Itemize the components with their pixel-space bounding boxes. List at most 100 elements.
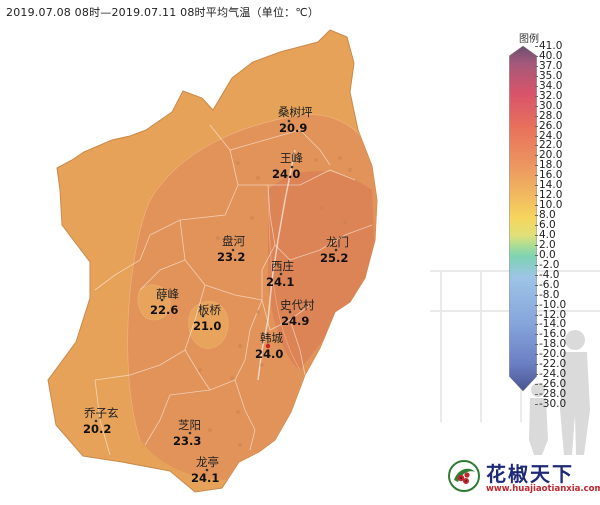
legend-label: 41.0 [539, 40, 563, 52]
legend-label: 0.0 [539, 248, 556, 261]
cool-pocket-banqiao [188, 301, 229, 349]
station-shidaicun: 史代村 24.9 [280, 298, 315, 328]
legend-tick [535, 225, 538, 226]
station-name: 乔子玄 [84, 406, 119, 420]
station-value: 23.3 [173, 434, 201, 448]
legend-tick [535, 244, 538, 246]
legend-label: 14.0 [539, 179, 563, 192]
legend-label: -2.0 [539, 258, 560, 271]
legend-label: -12.0 [539, 308, 567, 321]
legend-tick [535, 234, 538, 236]
station-name: 芝阳 [178, 418, 201, 432]
legend-tick [535, 284, 538, 286]
legend-tick [535, 404, 538, 405]
station-value: 25.2 [320, 251, 348, 265]
rivers [257, 149, 296, 381]
legend-label: 8.0 [539, 209, 556, 222]
legend-label: 22.0 [539, 139, 563, 152]
legend-label: -4.0 [539, 268, 560, 281]
legend-tick [535, 115, 538, 117]
legend-label: -30.0 [539, 398, 567, 410]
legend-label: 40.0 [539, 49, 563, 62]
legend-label: -6.0 [539, 278, 560, 291]
legend-label: -22.0 [539, 358, 567, 371]
legend-tick [535, 314, 538, 316]
sichuan-pepper-logo-icon [448, 460, 480, 492]
station-name: 史代村 [280, 298, 315, 312]
station-xizhuang: 西庄 24.1 [266, 259, 294, 289]
legend-label: 6.0 [539, 219, 556, 231]
legend-tick [535, 175, 538, 177]
legend-tick [535, 95, 538, 97]
cool-pocket-xuefeng [137, 284, 171, 321]
station-hancheng: 韩城 24.0 [255, 331, 283, 361]
legend-label: 4.0 [539, 228, 556, 241]
station-name: 桑树坪 [278, 105, 313, 119]
legend-label: 18.0 [539, 159, 563, 172]
station-name: 王峰 [280, 151, 303, 165]
legend-tick [535, 344, 538, 346]
legend-tick [535, 105, 538, 107]
station-name: 韩城 [260, 331, 283, 345]
legend-tick [535, 65, 538, 67]
legend-label: -10.0 [539, 298, 567, 311]
station-longmen: 龙门 25.2 [320, 235, 349, 265]
station-value: 21.0 [193, 319, 221, 333]
station-name: 龙门 [326, 235, 349, 249]
legend-tick [535, 324, 538, 326]
legend-label: 28.0 [539, 109, 563, 122]
station-value: 24.0 [272, 167, 300, 181]
legend-labels: 41.0 40.0 37.0 35.0 34.0 32.0 30.0 28.0 26.0 24.0… [535, 40, 579, 411]
temperature-map: 桑树坪 20.9 王峰 24.0 盘河 23.2 龙门 25.2 西庄 24.1… [47, 29, 378, 493]
legend-tick [535, 155, 538, 157]
station-longting: 龙亭 24.1 [191, 455, 219, 485]
legend-label: 32.0 [539, 89, 563, 102]
legend-label: 30.0 [539, 99, 563, 112]
legend-label: 26.0 [539, 119, 563, 132]
legend-tick [535, 75, 538, 77]
brand-url[interactable]: www.huajiaotianxia.com [486, 484, 600, 494]
station-zhiyang: 芝阳 23.3 [173, 418, 201, 448]
station-value: 24.1 [191, 471, 219, 485]
station-name: 薛峰 [156, 287, 179, 301]
station-value: 24.0 [255, 347, 283, 361]
station-value: 22.6 [150, 303, 178, 317]
legend-tick [535, 205, 538, 207]
legend-label: -18.0 [539, 338, 567, 351]
legend-label: 37.0 [539, 59, 563, 72]
legend-tick [535, 165, 538, 167]
legend-tick [535, 394, 538, 396]
station-name: 西庄 [271, 259, 294, 273]
station-sangshuping: 桑树坪 20.9 [278, 105, 313, 135]
legend-tick [535, 46, 538, 47]
legend-label: -20.0 [539, 348, 567, 361]
legend-label: 12.0 [539, 189, 563, 202]
legend-label: 16.0 [539, 169, 563, 182]
map-title: 2019.07.08 08时—2019.07.11 08时平均气温（单位：℃） [6, 6, 320, 19]
legend-label: -14.0 [539, 318, 567, 331]
legend-label: 2.0 [539, 238, 556, 251]
legend-tick [535, 384, 538, 386]
legend-tick [535, 264, 538, 266]
legend-tick [535, 135, 538, 137]
legend-tick [535, 125, 538, 127]
legend-tick [535, 354, 538, 356]
station-name: 板桥 [198, 303, 221, 317]
legend-tick [535, 294, 538, 296]
station-value: 24.1 [266, 275, 294, 289]
legend-label: -8.0 [539, 288, 560, 301]
village-markers [198, 156, 352, 447]
legend-label: -24.0 [539, 368, 567, 381]
station-xuefeng: 薛峰 22.6 [150, 287, 179, 317]
legend-label: 35.0 [539, 69, 563, 82]
township-boundaries [94, 124, 373, 456]
legend-tick [535, 195, 538, 197]
station-name: 盘河 [222, 234, 245, 248]
legend-tick [535, 185, 538, 187]
station-value: 24.9 [281, 314, 309, 328]
legend-title: 图例 [519, 34, 539, 45]
legend-tick [535, 215, 538, 217]
legend-tick [535, 145, 538, 147]
station-value: 20.2 [83, 422, 111, 436]
station-wangfeng: 王峰 24.0 [272, 151, 303, 181]
